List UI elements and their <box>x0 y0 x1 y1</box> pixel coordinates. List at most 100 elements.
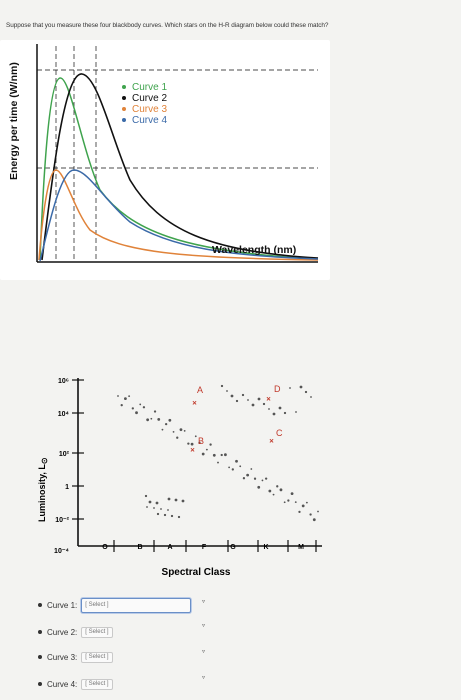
star-dot <box>290 492 294 495</box>
answer-label-2: Curve 2: <box>47 627 78 637</box>
star-dot <box>142 406 146 409</box>
star-dot <box>198 441 201 444</box>
star-dot <box>261 479 264 482</box>
xtick-A: A <box>167 544 172 551</box>
ytick-0: 10⁶ <box>58 378 69 385</box>
star-dot <box>177 515 181 519</box>
star-dot <box>287 499 290 502</box>
star-B-label: B <box>198 436 204 446</box>
hr-star-dots <box>117 384 319 522</box>
star-dot <box>312 518 316 522</box>
star-dot <box>257 485 261 489</box>
star-dot <box>167 497 171 501</box>
star-dot <box>179 428 183 432</box>
star-dot <box>156 512 160 516</box>
star-dot <box>301 504 305 508</box>
answer-bullet <box>38 603 42 607</box>
bb-xlabel: Wavelength (nm) <box>212 244 296 256</box>
ytick-2: 10² <box>59 451 70 458</box>
star-dot <box>246 473 250 477</box>
star-dot <box>226 390 228 392</box>
star-dot <box>235 459 238 463</box>
star-dot <box>278 406 282 410</box>
answer-row-4: Curve 4: [ Select ] <box>38 675 113 693</box>
star-dot <box>228 466 231 469</box>
curve-3-line <box>38 169 319 261</box>
chevron-down-icon[interactable]: ▿ <box>202 599 206 605</box>
question-text: Suppose that you measure these four blac… <box>6 22 329 29</box>
chevron-down-icon[interactable]: ▿ <box>202 649 206 655</box>
star-dot <box>309 513 312 516</box>
star-dot <box>317 510 319 513</box>
star-dot <box>176 436 179 439</box>
star-dot <box>135 411 138 415</box>
star-dot <box>279 488 283 492</box>
star-dot <box>153 410 157 413</box>
star-dot <box>305 501 308 504</box>
star-dot <box>187 442 190 445</box>
star-dot <box>224 453 227 457</box>
star-dot <box>148 500 152 504</box>
star-dot <box>242 477 246 480</box>
bb-ylabel: Energy per time (W/nm) <box>8 62 20 180</box>
star-dot <box>217 461 219 464</box>
answer-bullet <box>38 682 42 686</box>
star-A-label: A <box>197 385 203 395</box>
curve-2-select[interactable]: [ Select ] <box>81 626 113 638</box>
hr-y-ticks: 10⁶ 10⁴ 10² 1 10⁻² 10⁻⁴ <box>54 378 84 555</box>
answer-label-4: Curve 4: <box>47 679 78 689</box>
star-dot <box>183 430 186 432</box>
answer-row-3: Curve 3: [ Select ] <box>38 648 113 666</box>
star-dot <box>283 411 287 415</box>
answer-label-3: Curve 3: <box>47 652 78 662</box>
legend-dot-4 <box>122 118 126 122</box>
star-dot <box>251 403 255 407</box>
legend-dot-1 <box>122 85 126 89</box>
star-dot <box>262 402 266 406</box>
star-dot <box>172 430 175 433</box>
star-D-marker: ✕ <box>266 396 271 403</box>
star-dot <box>264 477 268 480</box>
star-dot <box>272 412 276 416</box>
star-dot <box>239 465 242 468</box>
hr-ylabel-sun: ⊙ <box>40 457 49 464</box>
star-dot <box>283 501 286 504</box>
star-A-marker: ✕ <box>192 400 197 407</box>
star-dot <box>160 508 162 510</box>
legend-item-1: Curve 1 <box>132 82 167 93</box>
star-dot <box>253 477 257 480</box>
curve-4-select[interactable]: [ Select ] <box>81 678 113 690</box>
hr-x-ticks: O B A F G K M <box>102 540 317 552</box>
star-dot <box>304 390 308 394</box>
ytick-4: 10⁻² <box>55 517 69 524</box>
star-dot <box>247 399 249 401</box>
curve-1-select[interactable]: [ Select ] <box>81 597 192 613</box>
star-D-label: D <box>274 384 281 394</box>
xtick-F: F <box>202 544 207 551</box>
star-dot <box>250 468 253 470</box>
xtick-K: K <box>263 544 268 551</box>
star-B: ✕ B <box>190 436 204 454</box>
answer-label-1: Curve 1: <box>47 600 78 610</box>
star-dot <box>155 501 159 505</box>
star-D: ✕ D <box>266 384 281 403</box>
star-dot <box>201 452 205 456</box>
xtick-M: M <box>298 544 304 551</box>
star-A: ✕ A <box>192 385 203 407</box>
chevron-down-icon[interactable]: ▿ <box>202 675 206 681</box>
star-dot <box>268 489 272 493</box>
star-dot <box>170 514 174 518</box>
star-dot <box>124 397 127 401</box>
hr-ylabel: Luminosity, L⊙ <box>37 457 49 522</box>
curve-3-select[interactable]: [ Select ] <box>81 651 113 663</box>
curve-1-line <box>39 77 319 261</box>
star-dot <box>131 407 134 410</box>
chevron-down-icon[interactable]: ▿ <box>202 623 206 629</box>
star-dot <box>231 468 234 471</box>
star-dot <box>174 498 178 502</box>
star-dot <box>220 384 224 388</box>
answer-row-1: Curve 1: [ Select ] <box>38 596 192 614</box>
star-dot <box>294 501 297 503</box>
star-C: ✕ C <box>269 428 283 445</box>
star-dot <box>230 394 234 398</box>
